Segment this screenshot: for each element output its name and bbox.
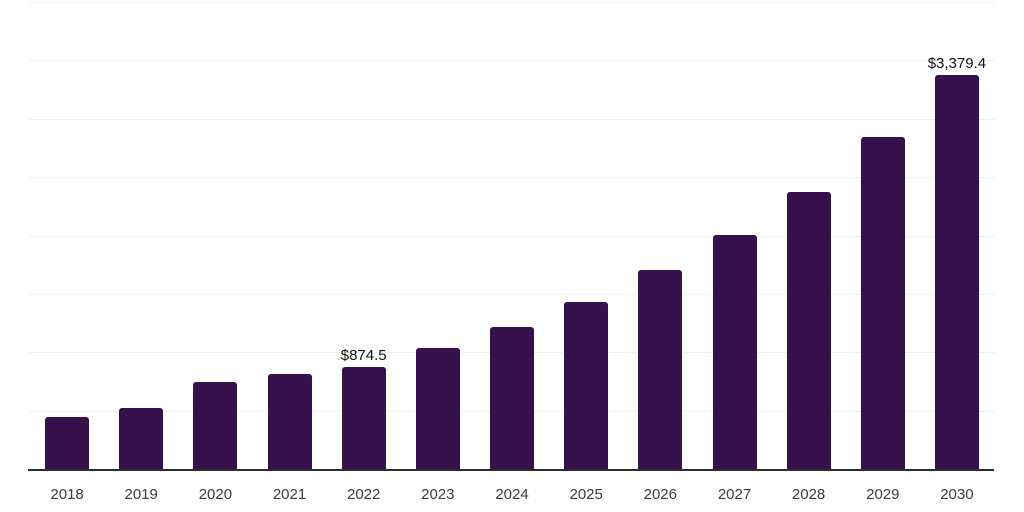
x-tick-2020: 2020 [198,486,233,503]
gridline [30,177,994,179]
x-tick-2028: 2028 [791,486,826,503]
gridline [30,293,994,295]
x-tick-2022: 2022 [347,486,381,503]
gridline [30,118,994,120]
gridline [30,2,994,3]
bar-2025[interactable] [564,301,609,469]
x-tick-2021: 2021 [272,486,307,503]
x-tick-2029: 2029 [866,486,900,503]
data-label-2022: $874.5 [340,346,387,364]
bar-2019[interactable] [119,407,164,469]
bar-2022[interactable] [341,366,386,469]
x-tick-2025: 2025 [569,486,603,503]
x-tick-2019: 2019 [124,486,158,503]
data-label-2030: $3,379.4 [927,54,987,72]
bar-2029[interactable] [860,137,905,469]
bar-2020[interactable] [193,381,238,469]
bar-2023[interactable] [415,348,460,469]
x-tick-2023: 2023 [421,486,455,503]
bar-2030[interactable] [934,74,979,469]
bar-2018[interactable] [45,416,90,469]
x-tick-2027: 2027 [717,486,752,503]
bar-2027[interactable] [712,234,757,469]
x-tick-2018: 2018 [50,486,84,503]
gridline [30,235,994,237]
x-tick-2024: 2024 [495,486,529,503]
x-tick-2030: 2030 [940,486,974,503]
bar-2021[interactable] [267,373,312,469]
bar-2026[interactable] [638,270,683,469]
x-tick-2026: 2026 [643,486,677,503]
gridline [30,60,994,62]
x-axis-line [28,469,994,471]
bar-2028[interactable] [786,191,831,469]
bar-2024[interactable] [490,326,534,469]
